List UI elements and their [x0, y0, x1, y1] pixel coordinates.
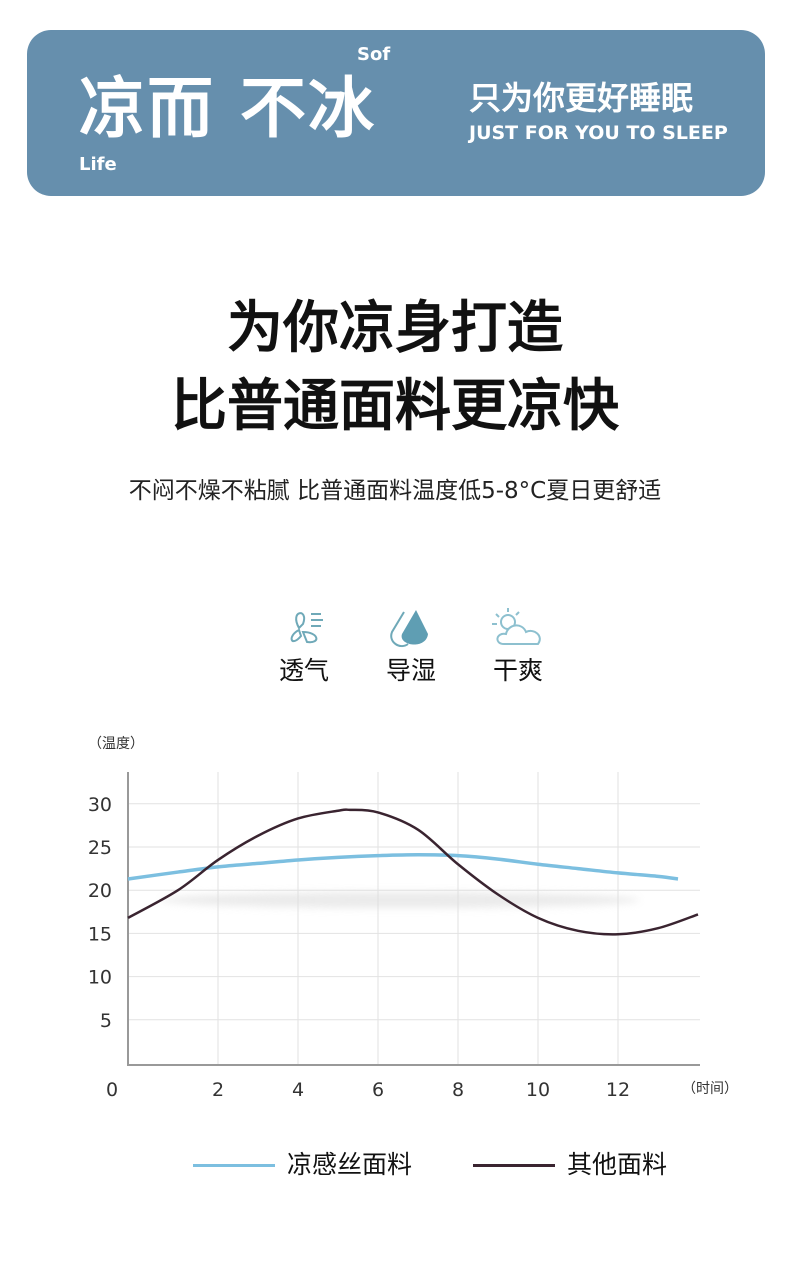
banner-life: Life — [79, 154, 117, 175]
banner-sof: Sof — [357, 44, 391, 65]
x-tick-label: 0 — [106, 1079, 118, 1101]
feature-moisture: 导湿 — [366, 606, 456, 686]
banner-slogan-en: JUST FOR YOU TO SLEEP — [469, 122, 728, 144]
x-tick-label: 4 — [292, 1079, 304, 1101]
legend-item-other: 其他面料 — [473, 1150, 667, 1180]
headline-line2: 比普通面料更凉快 — [171, 374, 619, 439]
feature-dry: 干爽 — [473, 606, 563, 686]
y-tick-label: 15 — [88, 923, 112, 945]
y-tick-label: 20 — [88, 880, 112, 902]
legend-swatch — [193, 1163, 275, 1167]
legend-item-silk: 凉感丝面料 — [193, 1150, 412, 1180]
header-banner: Sof 凉而 不冰 Life 只为你更好睡眠 JUST FOR YOU TO S… — [27, 30, 765, 196]
banner-slogan: 只为你更好睡眠 — [469, 79, 694, 117]
series-line-1 — [127, 808, 699, 936]
x-tick-label: 8 — [452, 1079, 464, 1101]
legend-label: 凉感丝面料 — [287, 1150, 413, 1179]
y-tick-label: 30 — [88, 794, 112, 816]
y-tick-label: 10 — [88, 967, 112, 989]
x-tick-label: 10 — [526, 1079, 550, 1101]
banner-title: 凉而 不冰 — [79, 70, 376, 147]
legend-label: 其他面料 — [567, 1150, 668, 1179]
x-tick-label: 6 — [372, 1079, 384, 1101]
fan-icon — [290, 612, 323, 644]
feature-breathable: 透气 — [259, 606, 349, 686]
water-drop-icon — [390, 610, 428, 648]
feature-label: 导湿 — [385, 656, 436, 685]
temperature-chart: （温度） （时间） 5 10 15 20 25 30 0 2 4 6 8 10 12 — [88, 736, 738, 1101]
x-tick-label: 12 — [606, 1079, 630, 1101]
legend-swatch — [473, 1163, 555, 1167]
y-tick-label: 25 — [88, 837, 112, 859]
y-tick-label: 5 — [100, 1010, 112, 1032]
x-axis-label: （时间） — [682, 1081, 738, 1097]
feature-label: 干爽 — [492, 656, 543, 685]
y-axis-label: （温度） — [88, 736, 144, 752]
series-line-0 — [127, 853, 679, 881]
subtitle: 不闷不燥不粘腻 比普通面料温度低5-8°C夏日更舒适 — [128, 478, 662, 504]
sun-cloud-icon — [492, 608, 541, 645]
feature-label: 透气 — [278, 656, 329, 685]
x-tick-label: 2 — [212, 1079, 224, 1101]
headline-line1: 为你凉身打造 — [227, 296, 563, 361]
shadow-band — [160, 892, 640, 908]
